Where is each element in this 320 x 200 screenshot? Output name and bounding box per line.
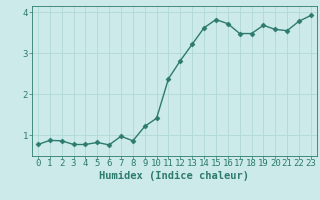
X-axis label: Humidex (Indice chaleur): Humidex (Indice chaleur) [100,171,249,181]
